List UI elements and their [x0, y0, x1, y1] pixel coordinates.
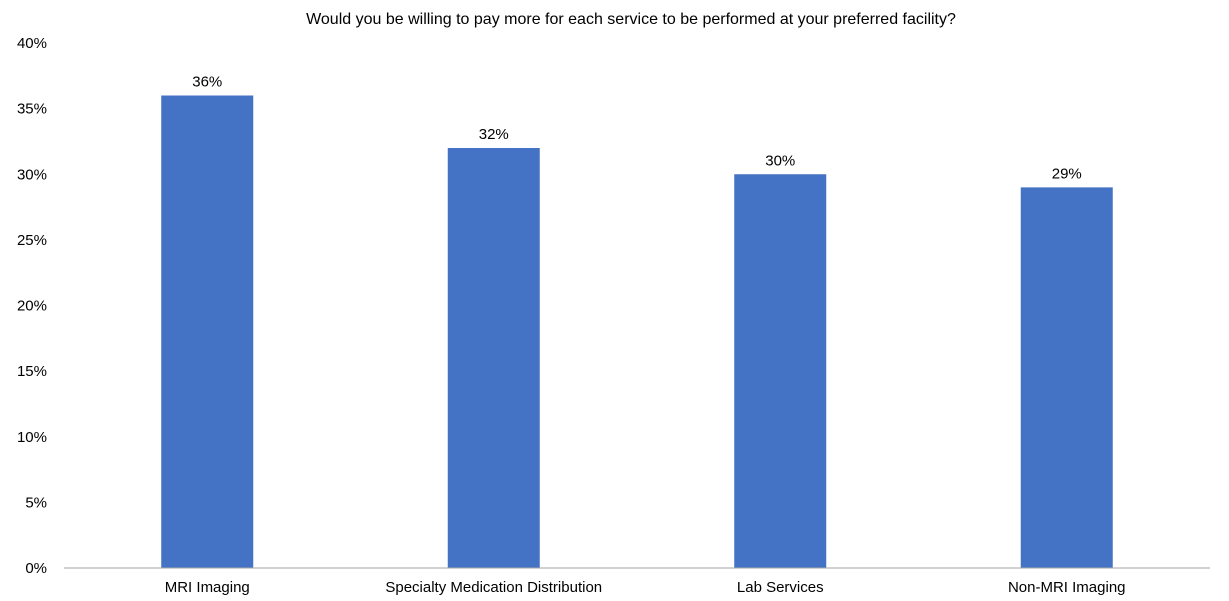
y-tick-label: 15%: [17, 363, 47, 380]
y-tick-label: 35%: [17, 101, 47, 118]
x-category-label: Non-MRI Imaging: [1008, 579, 1126, 596]
x-category-label: Specialty Medication Distribution: [385, 579, 602, 596]
bar: [447, 148, 540, 568]
chart-title: Would you be willing to pay more for eac…: [306, 11, 956, 28]
y-tick-label: 10%: [17, 429, 47, 446]
y-axis-ticks: 0% 5% 10% 15% 20% 25% 30% 35% 40%: [17, 35, 47, 577]
data-label: 30%: [765, 152, 795, 169]
x-axis-categories: MRI Imaging Specialty Medication Distribu…: [165, 579, 1126, 596]
bar: [734, 174, 827, 568]
y-tick-label: 30%: [17, 166, 47, 183]
bar: [1020, 187, 1113, 568]
y-tick-label: 25%: [17, 232, 47, 249]
x-category-label: Lab Services: [737, 579, 824, 596]
y-tick-label: 5%: [25, 494, 47, 511]
data-labels: 36% 32% 30% 29%: [192, 74, 1082, 183]
data-label: 32%: [479, 126, 509, 143]
bar: [161, 95, 254, 568]
y-tick-label: 40%: [17, 35, 47, 52]
y-tick-label: 20%: [17, 298, 47, 315]
x-category-label: MRI Imaging: [165, 579, 250, 596]
data-label: 36%: [192, 74, 222, 91]
data-label: 29%: [1052, 165, 1082, 182]
y-tick-label: 0%: [25, 560, 47, 577]
bars: [161, 95, 1113, 568]
